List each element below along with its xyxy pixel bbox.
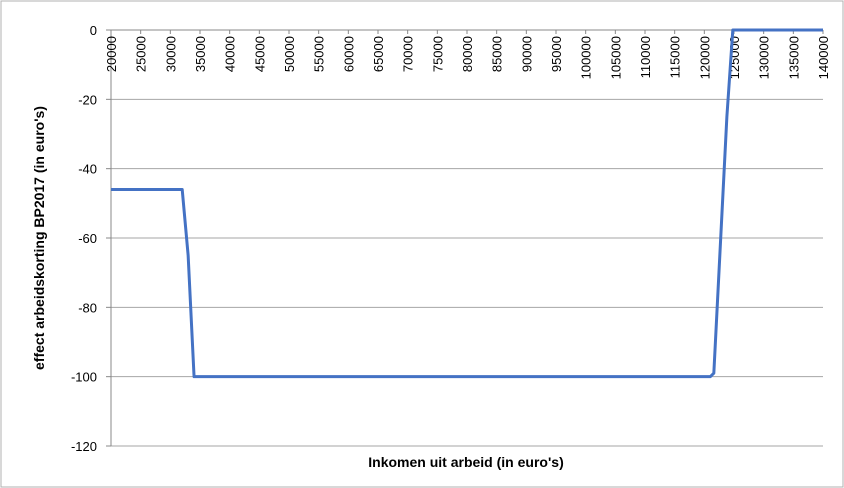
x-tick-label: 110000 [638,36,653,78]
x-tick-label: 130000 [757,36,772,79]
x-tick-label: 95000 [549,36,564,72]
x-tick-label: 115000 [668,36,683,78]
x-tick-label: 35000 [193,36,208,72]
x-tick-label: 60000 [341,36,356,72]
x-tick-label: 120000 [697,36,712,79]
y-tick-label: -40 [78,162,97,177]
data-line [111,28,823,379]
y-axis-label: effect arbeidskorting BP2017 (in euro's) [31,106,47,370]
x-tick-label: 90000 [519,36,534,72]
x-axis-label: Inkomen uit arbeid (in euro's) [368,454,563,470]
x-tick-label: 75000 [430,36,445,72]
x-tick-label: 140000 [816,36,831,79]
x-tick-label: 20000 [104,36,119,72]
y-tick-label: -120 [71,439,97,454]
x-tick-label: 135000 [786,36,801,79]
x-tick-label: 25000 [134,36,149,72]
x-tick-label: 80000 [460,36,475,72]
y-tick-label: -20 [78,92,97,107]
x-tick-label: 30000 [163,36,178,72]
y-tick-label: -60 [78,231,97,246]
y-tick-label: 0 [90,23,97,38]
x-tick-label: 45000 [252,36,267,72]
x-tick-label: 55000 [312,36,327,72]
y-tick-label: -80 [78,300,97,315]
x-tick-label: 65000 [371,36,386,72]
x-tick-label: 105000 [608,36,623,79]
x-tick-label: 50000 [282,36,297,72]
x-tick-label: 40000 [223,36,238,72]
x-tick-label: 85000 [490,36,505,72]
x-tick-label: 70000 [401,36,416,72]
y-tick-label: -100 [71,370,97,385]
x-tick-label: 100000 [579,36,594,79]
